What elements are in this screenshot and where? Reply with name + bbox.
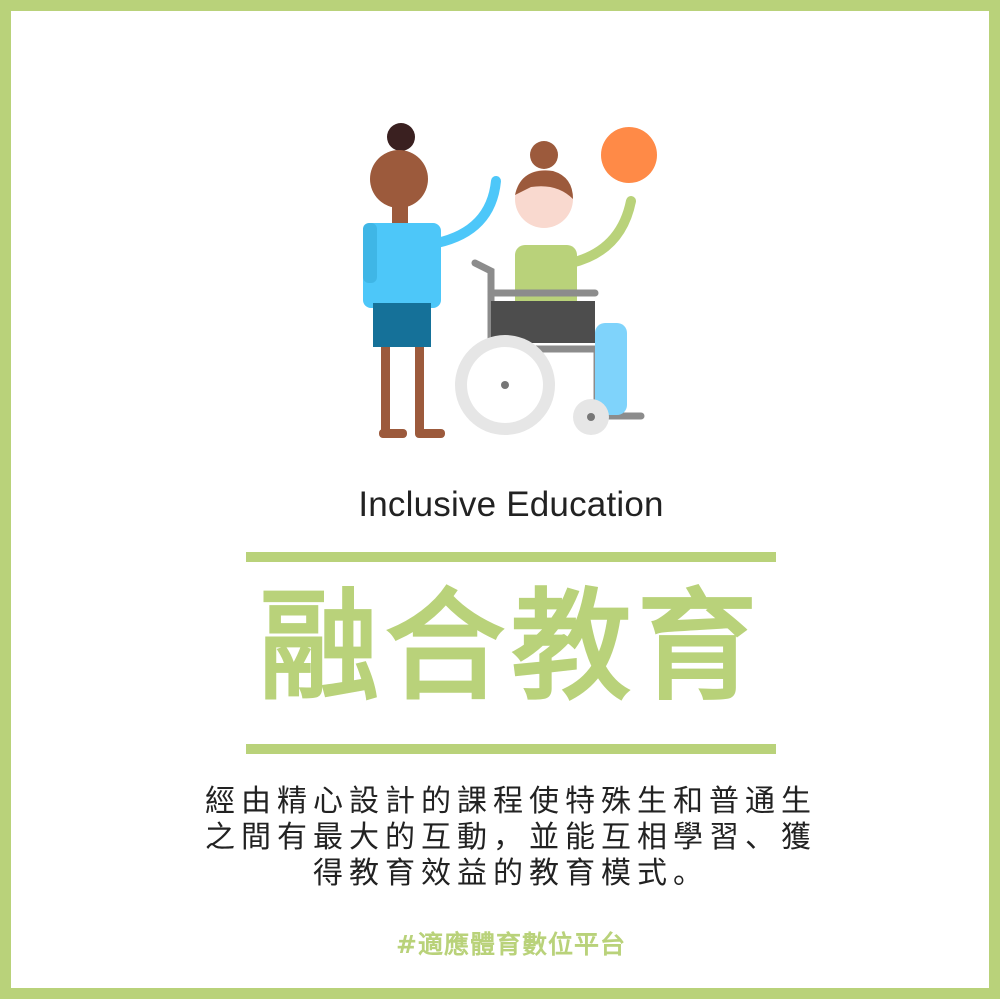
ball-icon <box>601 127 657 183</box>
english-subtitle: Inclusive Education <box>358 485 664 524</box>
divider-bottom <box>246 744 776 754</box>
divider-top <box>246 552 776 562</box>
description-line: 經由精心設計的課程使特殊生和普通生 <box>205 784 817 819</box>
hashtag-link[interactable]: #適應體育數位平台 <box>396 930 626 959</box>
page-title: 融合教育 <box>259 578 763 717</box>
standing-person-figure <box>363 123 501 438</box>
description: 經由精心設計的課程使特殊生和普通生 之間有最大的互動，並能互相學習、獲 得教育效… <box>161 784 861 892</box>
inclusive-education-illustration <box>363 123 657 438</box>
wheelchair-user-figure <box>455 141 645 435</box>
description-line: 之間有最大的互動，並能互相學習、獲 <box>205 820 817 855</box>
description-line: 得教育效益的教育模式。 <box>313 856 709 891</box>
